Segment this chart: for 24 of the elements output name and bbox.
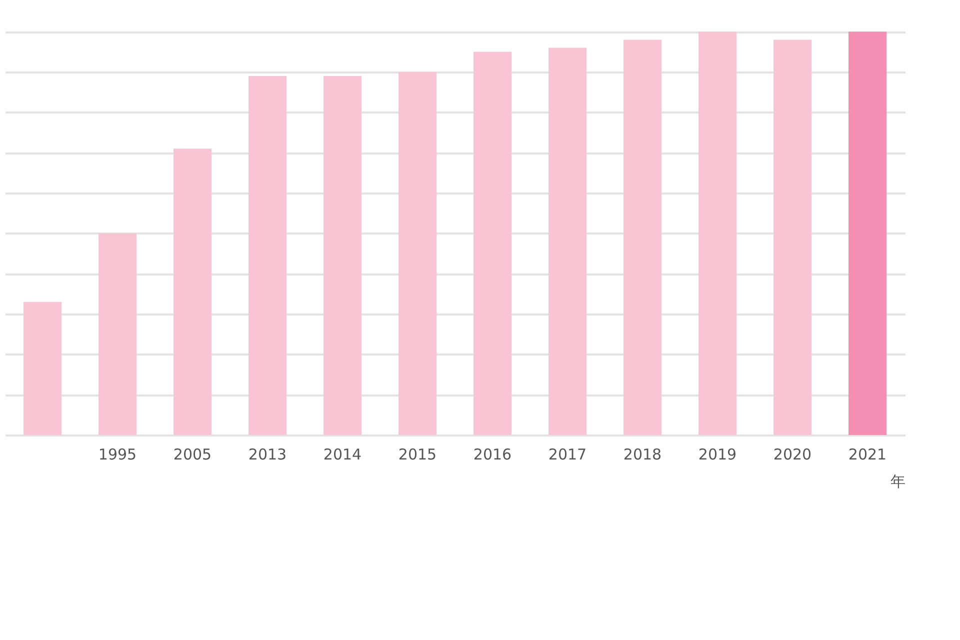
bar bbox=[624, 40, 662, 435]
bar bbox=[174, 148, 212, 435]
bar bbox=[324, 76, 362, 435]
x-tick-label: 1995 bbox=[98, 446, 137, 464]
bar bbox=[24, 302, 62, 435]
bar bbox=[398, 72, 436, 435]
x-axis-title: 年 bbox=[890, 472, 906, 490]
bar bbox=[474, 52, 512, 435]
bar bbox=[774, 40, 812, 435]
x-tick-label: 2019 bbox=[698, 446, 737, 464]
x-tick-label: 2016 bbox=[473, 446, 512, 464]
x-tick-label: 2014 bbox=[323, 446, 362, 464]
x-tick-label: 2013 bbox=[248, 446, 287, 464]
x-tick-label: 2020 bbox=[773, 446, 812, 464]
x-tick-label: 2015 bbox=[398, 446, 437, 464]
bar bbox=[248, 76, 286, 435]
x-tick-label: 2018 bbox=[623, 446, 662, 464]
bar bbox=[548, 48, 586, 435]
bar bbox=[698, 32, 736, 435]
x-tick-label: 2005 bbox=[173, 446, 212, 464]
bar bbox=[848, 32, 886, 435]
bar bbox=[98, 233, 136, 435]
x-tick-label: 2017 bbox=[548, 446, 587, 464]
x-tick-label: 2021 bbox=[848, 446, 887, 464]
